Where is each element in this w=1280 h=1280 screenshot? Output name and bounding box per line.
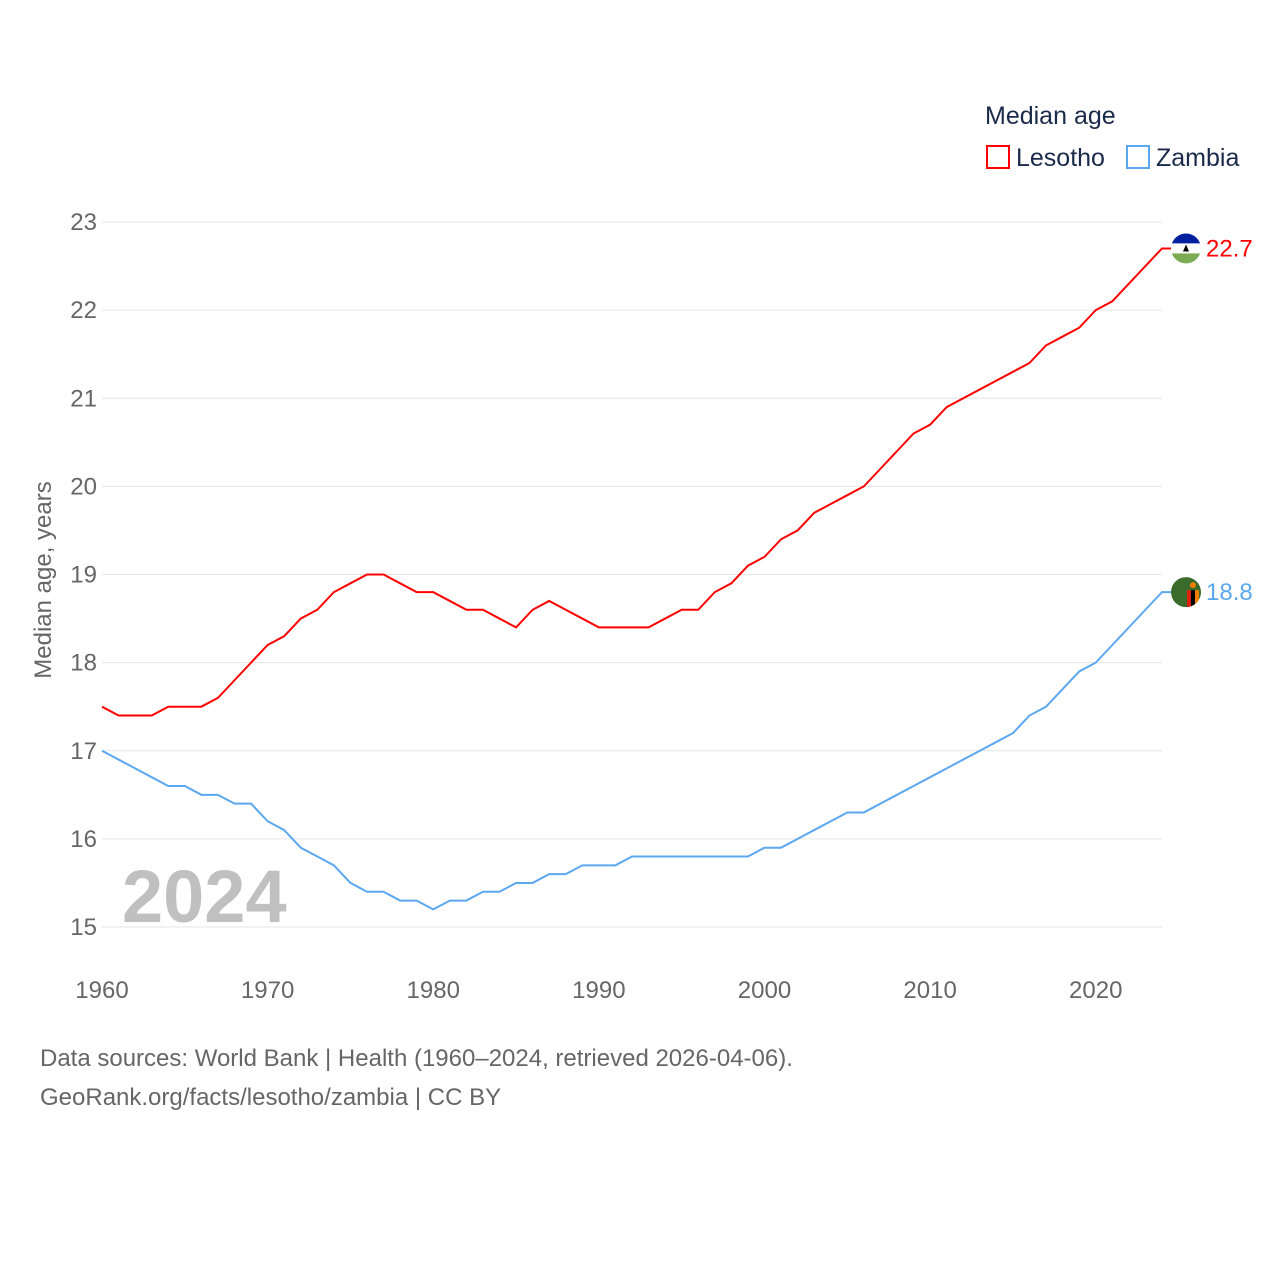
x-tick-label: 1960 — [75, 977, 128, 1004]
y-tick-label: 22 — [70, 297, 97, 324]
y-tick-label: 17 — [70, 738, 97, 765]
x-tick-label: 2000 — [738, 977, 791, 1004]
series-line-zambia[interactable] — [101, 591, 1172, 911]
x-tick-label: 2010 — [903, 977, 956, 1004]
y-tick-label: 21 — [70, 385, 97, 412]
data-source-text: Data sources: World Bank | Health (1960–… — [40, 1045, 793, 1072]
legend-label-zambia[interactable]: Zambia — [1156, 144, 1239, 172]
zambia-flag-icon — [1171, 577, 1201, 608]
lesotho-flag-icon — [1171, 233, 1201, 264]
legend-swatch-zambia[interactable] — [1126, 145, 1150, 169]
y-tick-label: 20 — [70, 473, 97, 500]
legend-label-lesotho[interactable]: Lesotho — [1016, 144, 1105, 172]
legend-title: Median age — [985, 102, 1116, 130]
x-tick-label: 1990 — [572, 977, 625, 1004]
year-watermark: 2024 — [122, 855, 287, 938]
y-tick-label: 19 — [70, 562, 97, 589]
x-tick-label: 1970 — [241, 977, 294, 1004]
series-line-lesotho[interactable] — [101, 247, 1172, 717]
legend: Median age Lesotho Zambia — [985, 102, 1239, 172]
y-axis-label: Median age, years — [30, 481, 57, 678]
y-tick-label: 15 — [70, 914, 97, 941]
end-value-label-lesotho: 22.7 — [1206, 235, 1253, 262]
y-tick-label: 18 — [70, 650, 97, 677]
x-tick-label: 2020 — [1069, 977, 1122, 1004]
attribution-text: GeoRank.org/facts/lesotho/zambia | CC BY — [40, 1084, 502, 1111]
x-tick-label: 1980 — [407, 977, 460, 1004]
y-tick-label: 23 — [70, 209, 97, 236]
y-tick-label: 16 — [70, 826, 97, 853]
end-value-label-zambia: 18.8 — [1206, 579, 1253, 606]
legend-swatch-lesotho[interactable] — [986, 145, 1010, 169]
